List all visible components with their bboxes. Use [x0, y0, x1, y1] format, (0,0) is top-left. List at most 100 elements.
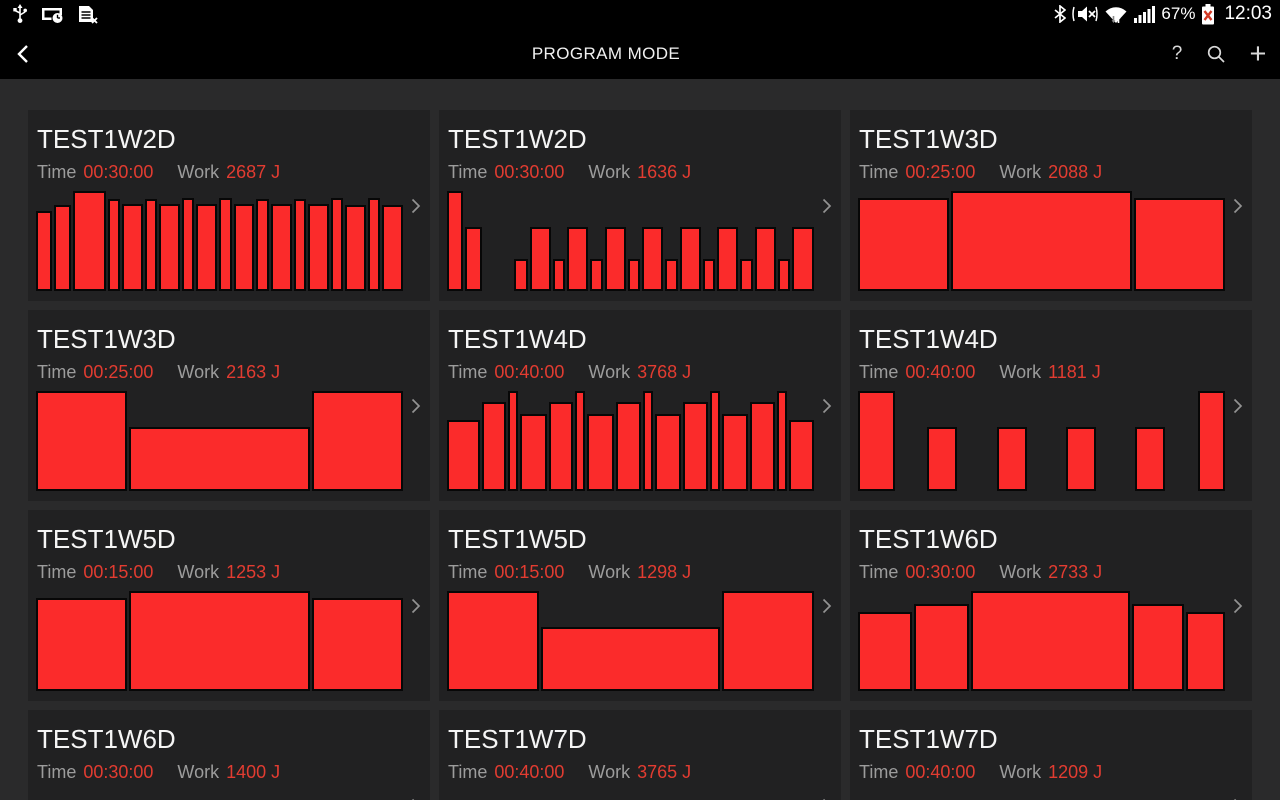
program-card[interactable]: TEST1W7D Time 00:40:00 Work 3765 J: [439, 710, 841, 800]
time-label: Time: [859, 562, 899, 582]
program-bar-chart: [446, 791, 815, 800]
chart-bar: [566, 227, 589, 291]
work-label: Work: [177, 562, 220, 582]
chart-bar: [464, 227, 482, 291]
program-card[interactable]: TEST1W3D Time 00:25:00 Work 2088 J: [850, 110, 1252, 301]
time-value: 00:15:00: [83, 562, 154, 582]
usb-icon: [12, 4, 28, 24]
chart-bar: [293, 199, 306, 291]
chart-bar: [311, 391, 403, 491]
program-title: TEST1W5D: [37, 524, 176, 554]
open-program-chevron-icon[interactable]: [1233, 198, 1243, 214]
program-card[interactable]: TEST1W2D Time 00:30:00 Work 2687 J: [28, 110, 430, 301]
chart-bar: [53, 205, 72, 291]
chart-bar: [540, 627, 721, 691]
time-value: 00:30:00: [83, 162, 154, 182]
program-title: TEST1W7D: [859, 724, 998, 754]
program-card[interactable]: TEST1W4D Time 00:40:00 Work 3768 J: [439, 310, 841, 501]
back-button[interactable]: [12, 42, 36, 66]
chart-bar: [447, 191, 463, 291]
time-value: 00:25:00: [83, 362, 154, 382]
status-bar-left: [8, 4, 98, 24]
work-value: 3765 J: [637, 762, 692, 782]
work-label: Work: [588, 362, 631, 382]
chart-bar: [642, 391, 653, 491]
work-value: 2088 J: [1048, 162, 1103, 182]
program-meta: Time 00:30:00 Work 2733 J: [859, 562, 1242, 583]
program-card[interactable]: TEST1W4D Time 00:40:00 Work 1181 J: [850, 310, 1252, 501]
open-program-chevron-icon[interactable]: [822, 398, 832, 414]
program-meta: Time 00:25:00 Work 2163 J: [37, 362, 420, 383]
chart-bar: [709, 391, 720, 491]
chart-bar: [858, 612, 913, 691]
chart-bar: [927, 427, 958, 491]
time-value: 00:40:00: [494, 762, 565, 782]
program-grid: TEST1W2D Time 00:30:00 Work 2687 J TEST1W2D…: [28, 110, 1252, 800]
time-value: 00:30:00: [494, 162, 565, 182]
add-program-button[interactable]: +: [1249, 37, 1267, 70]
open-program-chevron-icon[interactable]: [822, 198, 832, 214]
chart-bar: [702, 259, 716, 291]
time-label: Time: [448, 362, 488, 382]
chart-bar: [219, 198, 232, 291]
open-program-chevron-icon[interactable]: [411, 398, 421, 414]
open-program-chevron-icon[interactable]: [411, 198, 421, 214]
program-card[interactable]: TEST1W3D Time 00:25:00 Work 2163 J: [28, 310, 430, 501]
program-meta: Time 00:40:00 Work 3768 J: [448, 362, 831, 383]
program-card[interactable]: TEST1W5D Time 00:15:00 Work 1253 J: [28, 510, 430, 701]
open-program-chevron-icon[interactable]: [411, 598, 421, 614]
chart-bar: [36, 391, 128, 491]
program-meta: Time 00:15:00 Work 1298 J: [448, 562, 831, 583]
time-label: Time: [37, 362, 77, 382]
chart-bar: [382, 205, 404, 291]
chart-bar: [519, 414, 547, 491]
chart-bar: [552, 259, 565, 291]
chart-bar: [196, 204, 218, 291]
program-card[interactable]: TEST1W6D Time 00:30:00 Work 2733 J: [850, 510, 1252, 701]
program-card[interactable]: TEST1W5D Time 00:15:00 Work 1298 J: [439, 510, 841, 701]
chart-bar: [182, 198, 195, 291]
chart-bar: [654, 414, 682, 491]
program-bar-chart: [446, 591, 815, 691]
time-label: Time: [859, 362, 899, 382]
program-card[interactable]: TEST1W7D Time 00:40:00 Work 1209 J: [850, 710, 1252, 800]
time-value: 00:40:00: [905, 362, 976, 382]
battery-error-icon: [1201, 3, 1215, 25]
action-bar: PROGRAM MODE ? +: [0, 28, 1280, 79]
program-bar-chart: [35, 791, 404, 800]
time-label: Time: [37, 762, 77, 782]
work-value: 1181 J: [1048, 362, 1101, 382]
open-program-chevron-icon[interactable]: [1233, 598, 1243, 614]
page-title: PROGRAM MODE: [531, 43, 681, 63]
chart-bar: [996, 427, 1027, 491]
chart-bar: [627, 259, 641, 291]
chart-bar: [73, 191, 106, 291]
program-card[interactable]: TEST1W6D Time 00:30:00 Work 1400 J: [28, 710, 430, 800]
open-program-chevron-icon[interactable]: [822, 598, 832, 614]
chart-bar: [858, 391, 895, 491]
program-bar-chart: [857, 391, 1226, 491]
program-bar-chart: [446, 191, 815, 291]
chart-bar: [367, 198, 381, 291]
chart-bar: [345, 205, 366, 291]
chart-bar: [1186, 612, 1225, 691]
chart-bar: [307, 204, 329, 291]
work-value: 1400 J: [226, 762, 281, 782]
program-title: TEST1W6D: [859, 524, 998, 554]
program-title: TEST1W4D: [859, 324, 998, 354]
help-button[interactable]: ?: [1171, 42, 1183, 64]
chart-bar: [914, 604, 969, 691]
chart-bar: [311, 598, 403, 691]
chart-bar: [1135, 427, 1166, 491]
program-card[interactable]: TEST1W2D Time 00:30:00 Work 1636 J: [439, 110, 841, 301]
program-title: TEST1W3D: [37, 324, 176, 354]
search-icon: [1207, 45, 1225, 63]
time-value: 00:30:00: [83, 762, 154, 782]
chart-bar: [270, 204, 292, 291]
open-program-chevron-icon[interactable]: [1233, 398, 1243, 414]
work-label: Work: [999, 562, 1042, 582]
work-label: Work: [588, 562, 631, 582]
work-label: Work: [999, 762, 1042, 782]
search-button[interactable]: [1206, 44, 1226, 64]
chart-bar: [590, 259, 603, 291]
